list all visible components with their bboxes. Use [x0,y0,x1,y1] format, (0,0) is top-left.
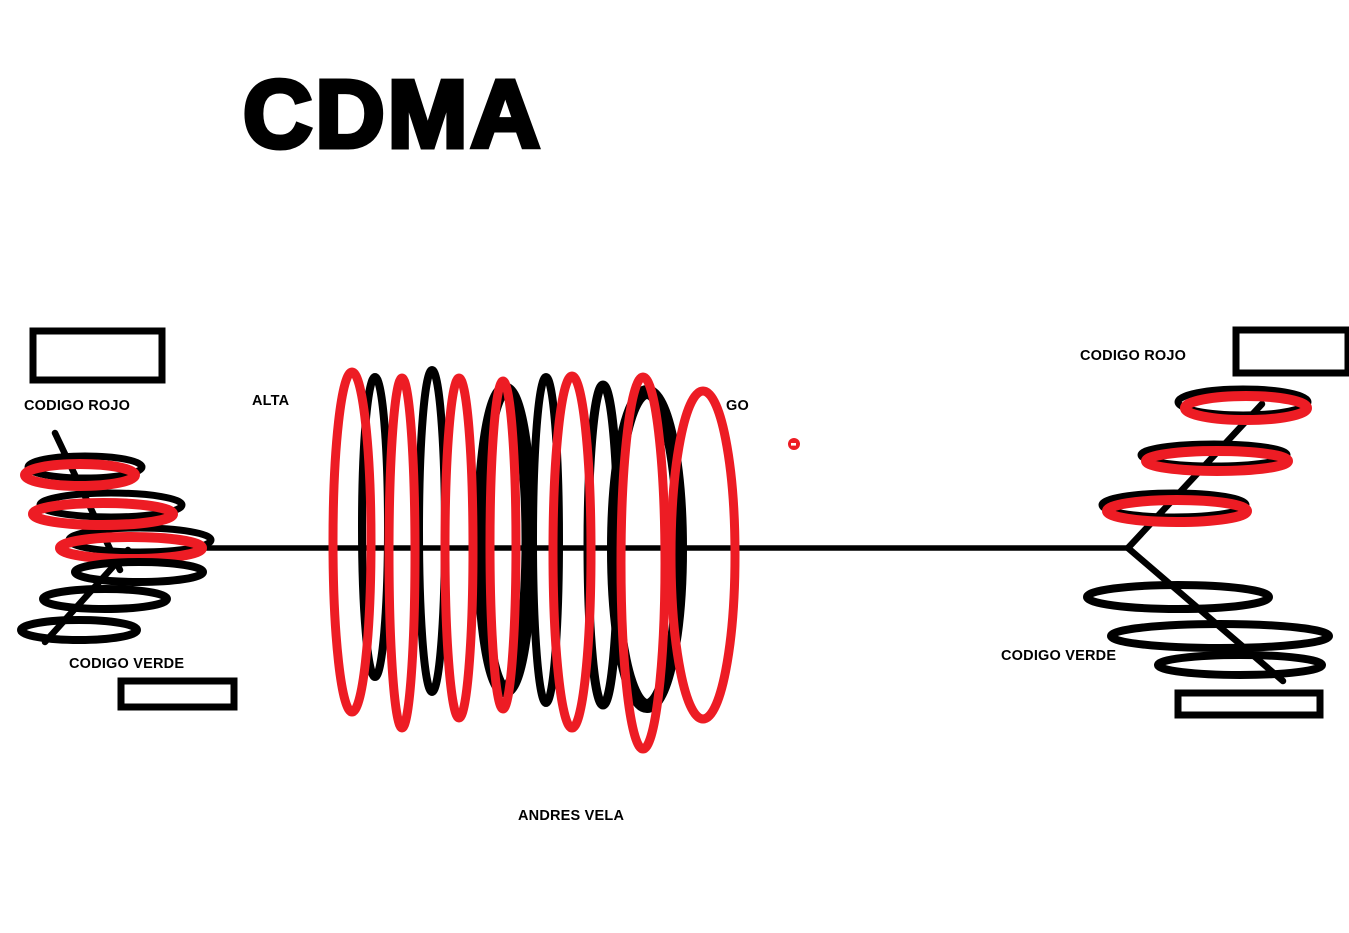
channel-right-label: GO [726,398,749,414]
coil-red-loop-1 [328,367,376,717]
left-green-coil-3 [17,616,141,644]
left-red-coil-2 [28,498,178,530]
left-green-coil-1 [71,558,207,586]
right-green-coil-3 [1154,651,1326,679]
right-red-code-label: CODIGO ROJO [1080,348,1186,364]
right-station: CODIGO ROJO CODIGO VERDE [1001,326,1349,719]
signal-dot-hole [791,443,796,446]
right-green-axis-line [1124,544,1287,685]
left-red-code-label: CODIGO ROJO [24,398,130,414]
right-green-code-label: CODIGO VERDE [1001,648,1116,664]
coil-red-loop-4 [485,376,521,714]
right-green-code-box [1174,689,1324,719]
left-station: CODIGO ROJO CODIGO VERDE [17,327,238,711]
coil-red-loop-7 [666,386,740,724]
right-red-coil-2 [1141,446,1293,476]
left-red-coil-1 [20,459,140,491]
coil-red-loop-2 [384,373,420,733]
channel-left-label: ALTA [252,393,290,409]
right-green-coil-2 [1107,620,1333,652]
right-red-coil-3 [1102,495,1252,527]
page-title: CDMA [243,61,543,168]
left-green-code-box [117,677,238,711]
left-red-code-box [29,327,166,384]
coil-red-loop-5 [548,371,596,733]
right-red-coil-1 [1180,391,1312,425]
right-red-code-box [1232,326,1349,377]
coil-red-loop-3 [440,373,478,723]
coded-signal-coil [328,366,740,754]
credit-label: ANDRES VELA [518,808,624,824]
right-green-coil-1 [1083,581,1273,613]
left-green-coil-2 [39,585,171,613]
coil-red-loop-6 [616,372,670,754]
signal-dot [788,438,800,450]
left-green-code-label: CODIGO VERDE [69,656,184,672]
coil-black-loop-4 [529,373,563,707]
